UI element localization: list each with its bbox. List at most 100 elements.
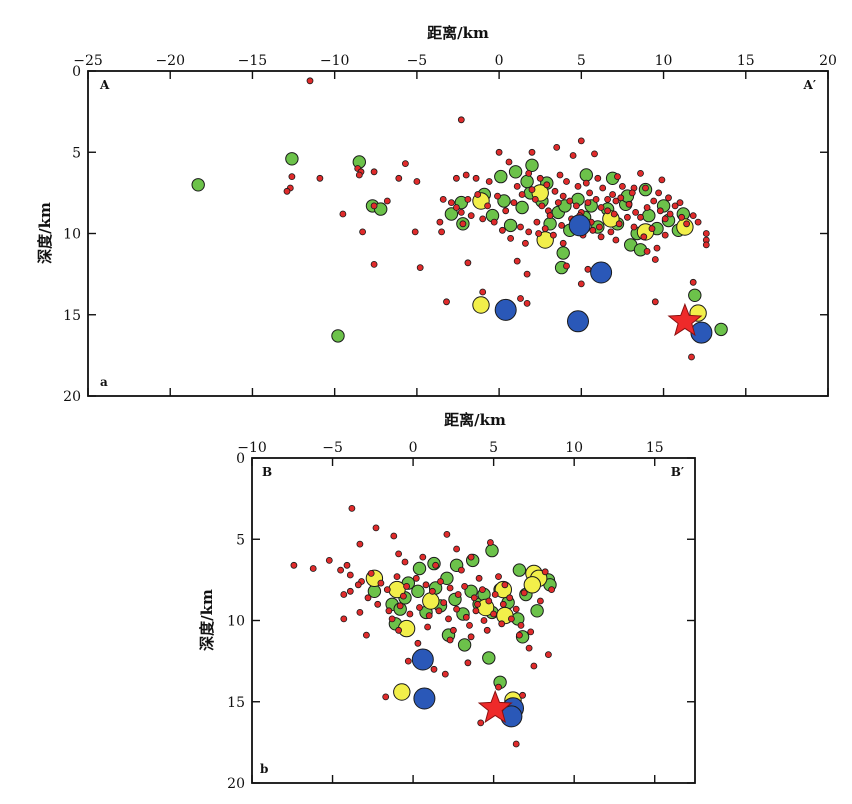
event-point-small <box>443 531 451 538</box>
event-point-small <box>424 623 432 631</box>
event-point-small <box>462 613 470 621</box>
event-point-small <box>577 137 585 145</box>
event-point-green <box>530 604 544 618</box>
y-tick-label: 0 <box>72 64 81 80</box>
event-point-small <box>538 202 546 210</box>
event-point-small <box>464 659 472 667</box>
event-point-green <box>497 194 511 208</box>
event-point-small <box>325 557 333 564</box>
event-point-small <box>404 657 412 665</box>
event-point-small <box>283 187 291 195</box>
panel-label-a: a <box>100 375 108 389</box>
event-point-small <box>688 353 695 361</box>
event-point-small <box>403 583 411 590</box>
x-tick-label: 20 <box>819 53 837 69</box>
event-point-small <box>548 586 555 593</box>
event-point-small <box>661 215 669 223</box>
event-point-small <box>612 236 620 244</box>
event-point-small <box>377 579 385 587</box>
x-tick-label: −10 <box>320 53 350 69</box>
event-point-small <box>354 581 362 589</box>
y-tick-label: 10 <box>63 227 81 243</box>
event-point-small <box>359 228 367 236</box>
event-point-small <box>288 173 296 181</box>
event-point-blue <box>568 214 591 237</box>
event-point-small <box>422 581 430 589</box>
event-point-small <box>617 194 625 202</box>
event-point-small <box>589 226 597 234</box>
event-point-small <box>689 278 697 286</box>
event-point-small <box>550 231 557 239</box>
event-point-small <box>517 223 524 231</box>
event-point-small <box>573 202 580 210</box>
event-point-small <box>472 174 480 182</box>
event-point-small <box>553 143 561 151</box>
event-point-green <box>285 152 299 166</box>
event-point-green <box>411 584 425 598</box>
event-point-small <box>390 532 398 540</box>
event-point-small <box>519 691 526 699</box>
event-point-green <box>556 246 570 260</box>
event-point-small <box>533 218 541 226</box>
event-point-small <box>541 225 549 233</box>
event-point-green <box>482 651 496 665</box>
event-point-small <box>501 581 509 589</box>
event-point-green <box>494 169 508 184</box>
x-tick-label: −15 <box>238 53 268 69</box>
x-tick-label: −5 <box>407 53 428 69</box>
event-point-small <box>478 586 486 593</box>
event-point-small <box>485 597 493 605</box>
event-point-small <box>563 262 570 270</box>
event-point-small <box>584 199 592 207</box>
event-point-small <box>628 189 636 197</box>
event-point-small <box>370 260 378 268</box>
event-point-small <box>495 148 503 156</box>
event-point-small <box>507 234 515 242</box>
event-point-small <box>480 617 488 624</box>
event-point-small <box>640 233 648 241</box>
axis-ticks-b: −10 −5 0 5 10 15 0 5 10 15 20 <box>227 440 695 792</box>
event-point-small <box>395 174 403 182</box>
event-point-small <box>615 220 623 228</box>
event-point-small <box>436 218 444 226</box>
event-point-green <box>508 165 523 179</box>
event-point-small <box>498 620 506 628</box>
event-point-small <box>290 561 298 569</box>
event-point-small <box>530 662 538 670</box>
event-point-small <box>512 740 520 748</box>
event-point-small <box>430 665 438 673</box>
event-point-green <box>520 174 534 189</box>
event-point-small <box>523 299 531 307</box>
event-point-small <box>439 195 447 203</box>
event-point-small <box>356 540 364 548</box>
event-point-small <box>340 591 348 598</box>
event-point-small <box>474 600 481 608</box>
plot-frame-b <box>251 457 696 784</box>
event-point-small <box>346 571 354 579</box>
event-point-small <box>535 230 542 237</box>
event-point-small <box>537 597 544 605</box>
event-point-small <box>545 651 552 658</box>
event-point-small <box>525 644 533 652</box>
event-point-small <box>523 270 531 278</box>
event-point-small <box>446 636 454 644</box>
event-point-small <box>382 693 390 701</box>
event-point-small <box>625 200 633 208</box>
event-point-small <box>525 228 533 236</box>
event-point-small <box>591 150 598 158</box>
event-point-small <box>452 174 460 182</box>
event-point-small <box>694 218 702 226</box>
event-point-small <box>563 178 570 185</box>
event-point-small <box>513 182 521 190</box>
event-point-blue <box>411 648 434 671</box>
event-point-small <box>440 599 448 606</box>
event-point-small <box>464 259 472 267</box>
event-point-small <box>411 228 419 236</box>
event-point-small <box>413 178 421 185</box>
event-point-small <box>642 184 649 192</box>
event-point-small <box>592 195 600 203</box>
event-point-small <box>306 77 314 85</box>
event-point-small <box>457 566 465 574</box>
event-point-small <box>527 628 535 636</box>
event-point-small <box>522 239 529 247</box>
